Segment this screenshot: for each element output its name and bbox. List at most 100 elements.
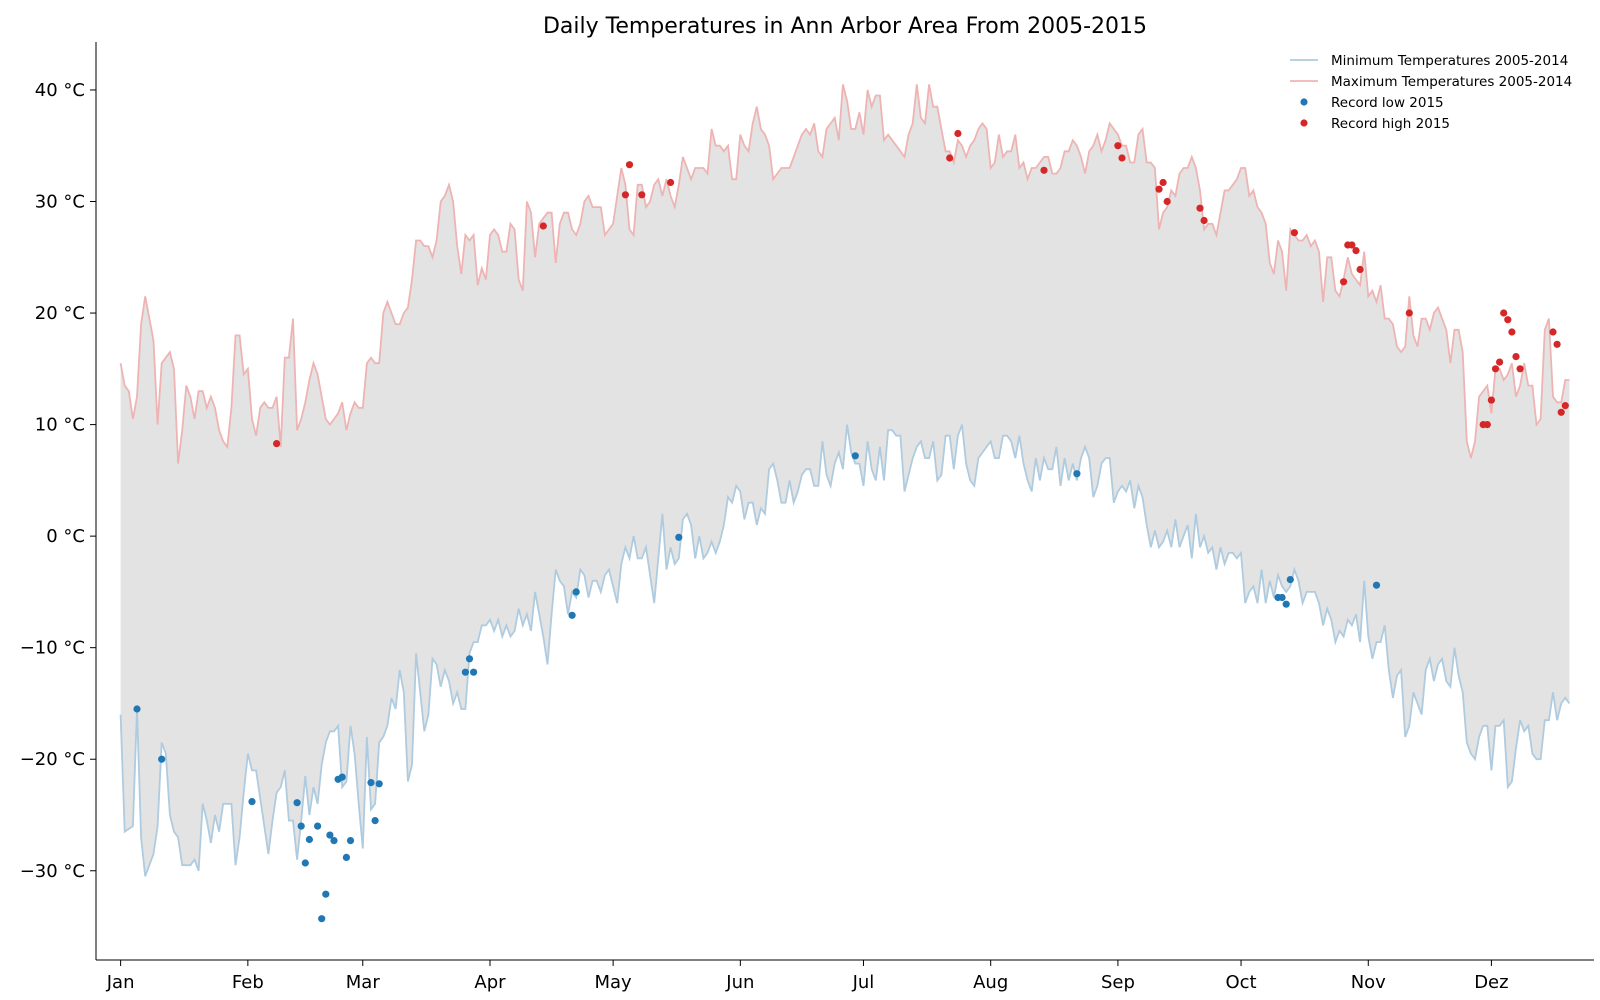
x-tick-label: Mar xyxy=(346,972,381,993)
x-tick-label: Feb xyxy=(232,972,264,993)
data-point xyxy=(572,588,580,596)
data-point xyxy=(1549,328,1557,336)
data-point xyxy=(1405,309,1413,317)
x-tick-label: Jun xyxy=(725,972,754,993)
data-point xyxy=(133,705,141,713)
data-point xyxy=(1040,166,1048,174)
data-point xyxy=(1163,197,1171,206)
y-tick-label: −30 °C xyxy=(20,861,85,882)
y-tick-label: 10 °C xyxy=(35,415,85,436)
x-tick-label: Dez xyxy=(1474,972,1508,993)
y-tick-label: 20 °C xyxy=(35,303,85,324)
data-point xyxy=(667,178,675,187)
data-point xyxy=(539,222,547,230)
data-point xyxy=(954,129,962,138)
data-point xyxy=(1496,358,1504,366)
x-tick-label: Sep xyxy=(1101,972,1135,993)
data-point xyxy=(346,837,355,845)
data-point xyxy=(1508,328,1516,336)
x-tick-label: Jul xyxy=(852,972,875,993)
x-tick-label: Nov xyxy=(1351,972,1386,993)
data-point xyxy=(1290,229,1298,237)
data-point xyxy=(1372,581,1381,589)
x-tick-label: Apr xyxy=(474,972,506,993)
data-point xyxy=(1553,340,1561,348)
data-point xyxy=(638,191,646,199)
data-point xyxy=(1483,421,1491,429)
chart-legend: Minimum Temperatures 2005-2014 Maximum Te… xyxy=(1290,53,1572,132)
data-point xyxy=(1159,178,1167,187)
data-point xyxy=(1118,154,1126,162)
x-tick-label: Jan xyxy=(106,972,135,993)
data-point xyxy=(326,831,334,839)
chart-title: Daily Temperatures in Ann Arbor Area Fro… xyxy=(543,14,1147,39)
data-point xyxy=(1114,142,1122,150)
data-point xyxy=(1155,185,1163,193)
data-point xyxy=(248,798,256,806)
data-point xyxy=(1504,316,1512,324)
y-tick-label: −10 °C xyxy=(20,638,85,659)
x-axis-ticks: Jan Feb Mar Apr May Jun Jul Aug Sep Oct Nov Dez xyxy=(106,960,1509,993)
legend-label: Maximum Temperatures 2005-2014 xyxy=(1331,74,1572,90)
data-point xyxy=(1557,408,1565,416)
data-point xyxy=(342,853,350,862)
data-point xyxy=(1348,241,1356,249)
y-tick-label: −20 °C xyxy=(20,749,85,770)
data-point xyxy=(330,837,338,845)
series-record-low-2015 xyxy=(133,452,1381,923)
data-point xyxy=(338,773,346,781)
y-axis-ticks: −30 °C −20 °C −10 °C 0 °C 10 °C 20 °C 30 °C 40 … xyxy=(20,80,96,882)
data-point xyxy=(1352,247,1360,255)
data-point xyxy=(318,915,326,923)
series-line-max-temperatures xyxy=(119,84,1570,464)
x-tick-label: May xyxy=(595,972,633,993)
data-point xyxy=(675,533,683,541)
legend-label: Record high 2015 xyxy=(1331,116,1450,132)
data-point xyxy=(1487,396,1495,404)
legend-label: Minimum Temperatures 2005-2014 xyxy=(1331,53,1568,69)
x-tick-label: Aug xyxy=(973,972,1008,993)
legend-marker-swatch xyxy=(1300,119,1308,127)
data-point xyxy=(305,835,313,844)
data-point xyxy=(314,822,322,830)
data-point xyxy=(1500,309,1508,317)
legend-marker-swatch xyxy=(1300,98,1308,106)
data-point xyxy=(1278,593,1286,602)
y-tick-label: 30 °C xyxy=(35,192,85,213)
data-point xyxy=(1196,204,1204,212)
data-point xyxy=(273,440,281,448)
data-point xyxy=(158,755,166,763)
data-point xyxy=(461,668,469,676)
series-record-high-2015 xyxy=(273,129,1569,448)
x-tick-label: Oct xyxy=(1225,972,1256,993)
data-point xyxy=(568,611,576,619)
data-point xyxy=(1561,402,1569,410)
data-point xyxy=(625,161,634,169)
y-tick-label: 40 °C xyxy=(35,80,85,101)
data-point xyxy=(946,154,954,162)
data-point xyxy=(1340,278,1348,286)
plot-area xyxy=(119,84,1571,923)
y-tick-label: 0 °C xyxy=(46,526,85,547)
data-point xyxy=(371,817,379,825)
data-point xyxy=(851,452,859,460)
data-point xyxy=(375,780,383,788)
data-point xyxy=(1282,600,1290,608)
data-point xyxy=(322,890,330,898)
data-point xyxy=(1512,353,1520,361)
data-point xyxy=(301,859,309,867)
data-point xyxy=(621,191,630,199)
data-point xyxy=(293,799,301,807)
data-point xyxy=(1356,265,1364,274)
data-point xyxy=(1286,576,1294,584)
data-point xyxy=(367,779,375,787)
data-point xyxy=(470,668,478,676)
min-max-fill-band xyxy=(120,84,1570,877)
data-point xyxy=(465,655,474,663)
data-point xyxy=(1516,365,1524,373)
data-point xyxy=(1073,470,1081,478)
data-point xyxy=(1491,365,1500,373)
data-point xyxy=(1200,216,1208,225)
data-point xyxy=(297,822,305,830)
